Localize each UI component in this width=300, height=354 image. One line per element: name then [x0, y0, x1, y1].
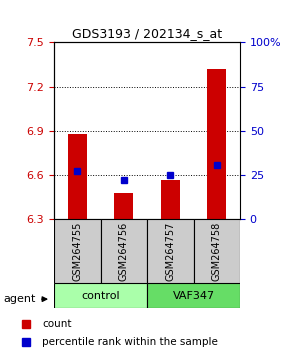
FancyBboxPatch shape: [100, 219, 147, 283]
Bar: [161, 179, 179, 219]
FancyBboxPatch shape: [147, 283, 240, 308]
Text: VAF347: VAF347: [172, 291, 214, 301]
Title: GDS3193 / 202134_s_at: GDS3193 / 202134_s_at: [72, 27, 222, 40]
Text: count: count: [42, 319, 71, 329]
FancyBboxPatch shape: [147, 219, 194, 283]
Text: GSM264756: GSM264756: [119, 222, 129, 281]
Text: GSM264757: GSM264757: [165, 222, 175, 281]
FancyBboxPatch shape: [54, 283, 147, 308]
Bar: [208, 69, 226, 219]
Text: control: control: [81, 291, 120, 301]
Bar: [68, 134, 87, 219]
Text: GSM264755: GSM264755: [72, 222, 82, 281]
Bar: [115, 193, 133, 219]
Text: agent: agent: [3, 294, 35, 304]
Text: GSM264758: GSM264758: [212, 222, 222, 281]
FancyBboxPatch shape: [194, 219, 240, 283]
Text: percentile rank within the sample: percentile rank within the sample: [42, 337, 218, 347]
FancyBboxPatch shape: [54, 219, 100, 283]
